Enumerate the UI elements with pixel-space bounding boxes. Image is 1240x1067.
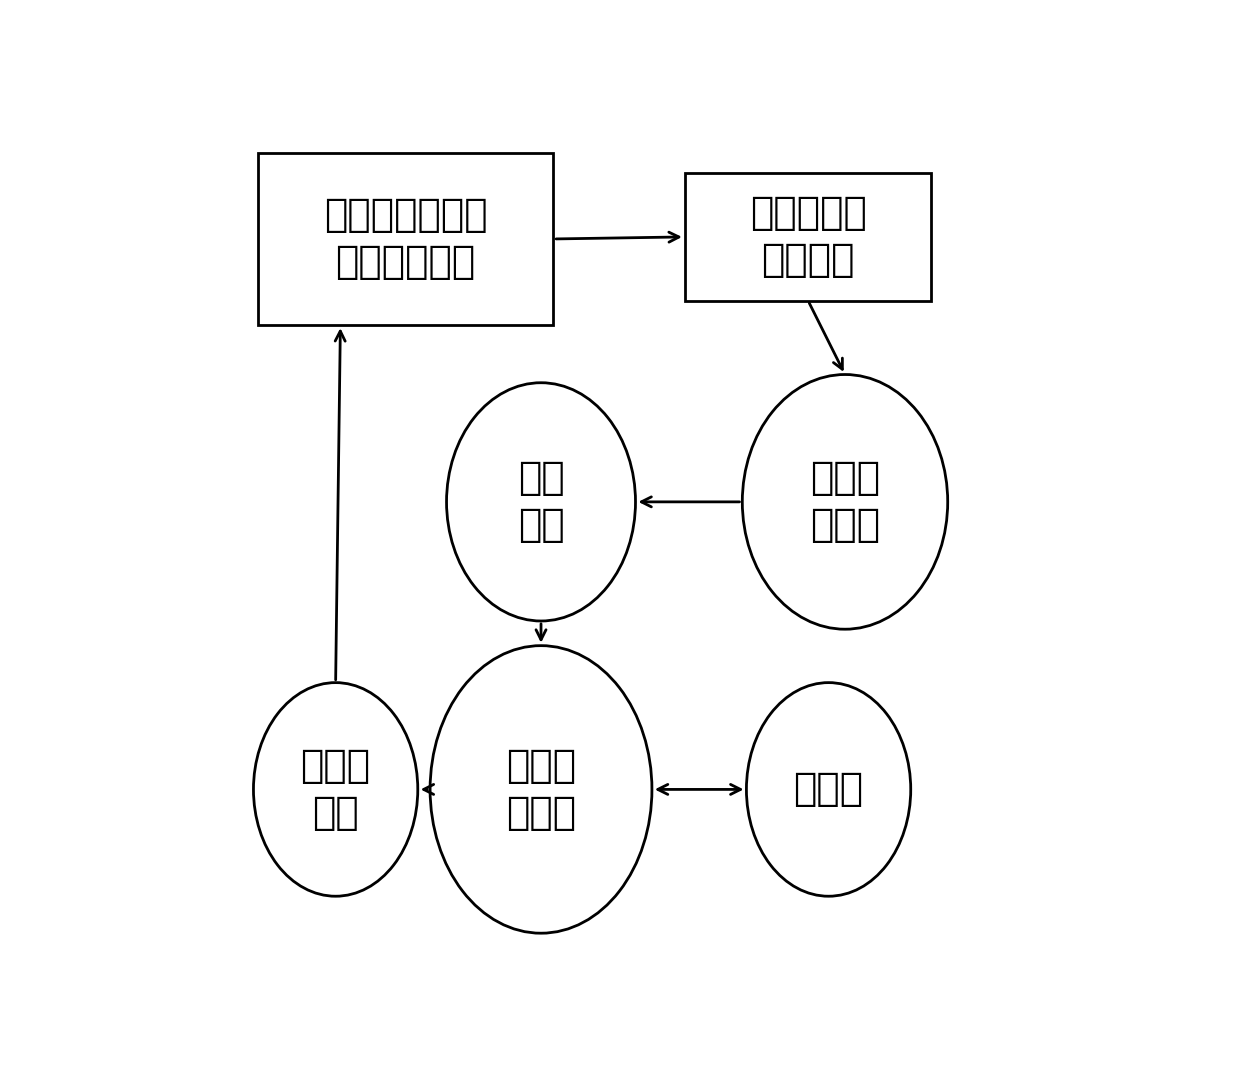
Text: 员工手
持端: 员工手 持端 bbox=[300, 747, 371, 832]
Text: 云数
据库: 云数 据库 bbox=[517, 460, 564, 544]
FancyBboxPatch shape bbox=[684, 173, 931, 301]
Text: 检测官
方平台: 检测官 方平台 bbox=[506, 747, 577, 832]
Ellipse shape bbox=[253, 683, 418, 896]
Text: 物联网数据
抓取模块: 物联网数据 抓取模块 bbox=[750, 194, 867, 280]
Ellipse shape bbox=[446, 383, 636, 621]
Text: 高压组合熔断器
故障检测模块: 高压组合熔断器 故障检测模块 bbox=[324, 196, 487, 282]
Ellipse shape bbox=[743, 375, 947, 630]
Text: 客户端: 客户端 bbox=[794, 770, 863, 809]
Text: 无线传
输模块: 无线传 输模块 bbox=[810, 460, 880, 544]
FancyBboxPatch shape bbox=[258, 153, 553, 325]
Ellipse shape bbox=[746, 683, 910, 896]
Ellipse shape bbox=[430, 646, 652, 934]
